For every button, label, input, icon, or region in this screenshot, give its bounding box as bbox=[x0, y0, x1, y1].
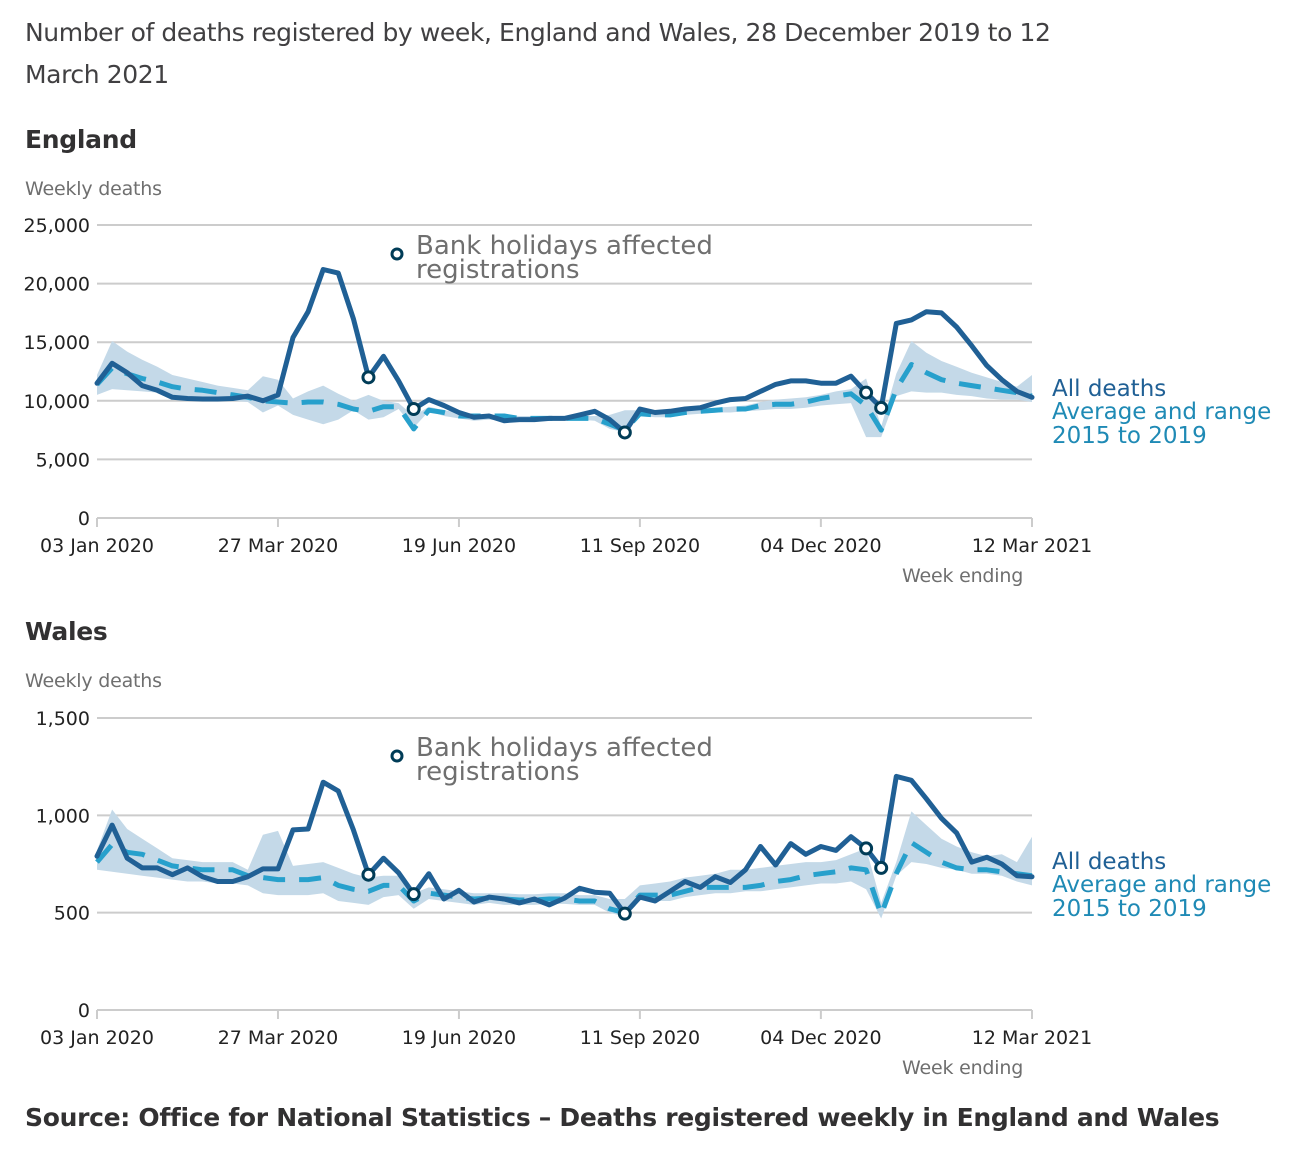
annotation-text-line2: registrations bbox=[416, 757, 580, 787]
x-tick-label: 11 Sep 2020 bbox=[580, 1027, 700, 1049]
y-tick-label: 1,500 bbox=[36, 708, 90, 730]
bank-holiday-marker bbox=[361, 370, 376, 385]
legend-average-range-line2: 2015 to 2019 bbox=[1052, 423, 1207, 449]
annotation-marker-icon bbox=[390, 749, 404, 763]
x-tick-label: 19 Jun 2020 bbox=[402, 535, 516, 557]
y-tick-label: 500 bbox=[54, 903, 90, 925]
wales-chart: 0 500 1,000 1,500 03 Jan 2020 27 Mar 2020 19 J… bbox=[36, 708, 1272, 1049]
x-tick-label: 12 Mar 2021 bbox=[972, 1027, 1092, 1049]
x-tick-label: 27 Mar 2020 bbox=[218, 535, 338, 557]
source-note: Source: Office for National Statistics –… bbox=[25, 1103, 1220, 1132]
england-y-axis-label: Weekly deaths bbox=[25, 178, 162, 200]
legend-all-deaths: All deaths bbox=[1052, 849, 1166, 875]
range-band-2015-2019 bbox=[97, 809, 1032, 919]
legend-average-range-line1: Average and range bbox=[1052, 872, 1271, 898]
y-tick-label: 5,000 bbox=[36, 449, 90, 471]
y-tick-label: 25,000 bbox=[24, 215, 90, 237]
x-tick-label: 12 Mar 2021 bbox=[972, 535, 1092, 557]
all-deaths-line bbox=[94, 267, 1035, 435]
chart-title: Number of deaths registered by week, Eng… bbox=[25, 18, 1051, 89]
bank-holiday-marker bbox=[874, 860, 889, 875]
annotation-marker-icon bbox=[390, 247, 404, 261]
england-panel-title: England bbox=[25, 125, 137, 154]
annotation-text-line2: registrations bbox=[416, 255, 580, 285]
x-tick-label: 03 Jan 2020 bbox=[40, 1027, 154, 1049]
x-tick-label: 04 Dec 2020 bbox=[760, 1027, 881, 1049]
x-tick-label: 27 Mar 2020 bbox=[218, 1027, 338, 1049]
y-tick-label: 20,000 bbox=[24, 274, 90, 296]
bank-holiday-marker bbox=[406, 402, 421, 417]
y-tick-label: 15,000 bbox=[24, 332, 90, 354]
y-tick-label: 10,000 bbox=[24, 391, 90, 413]
wales-x-axis-label: Week ending bbox=[902, 1057, 1024, 1079]
england-chart: 0 5,000 10,000 15,000 20,000 25,000 03 Jan 202… bbox=[24, 215, 1272, 557]
annotation-text-line1: Bank holidays affected bbox=[416, 733, 713, 763]
bank-holiday-marker bbox=[361, 867, 376, 882]
x-tick-label: 03 Jan 2020 bbox=[40, 535, 154, 557]
y-tick-label: 1,000 bbox=[36, 805, 90, 827]
x-tick-label: 11 Sep 2020 bbox=[580, 535, 700, 557]
average-line-2015-2019 bbox=[95, 362, 1033, 433]
annotation-text-line1: Bank holidays affected bbox=[416, 231, 713, 261]
y-tick-label: 0 bbox=[78, 1000, 90, 1022]
bank-holiday-marker bbox=[617, 906, 632, 921]
y-tick-label: 0 bbox=[78, 508, 90, 530]
bank-holiday-marker bbox=[874, 400, 889, 415]
x-tick-label: 04 Dec 2020 bbox=[760, 535, 881, 557]
bank-holiday-marker bbox=[859, 841, 874, 856]
legend-average-range-line1: Average and range bbox=[1052, 399, 1271, 425]
legend-all-deaths: All deaths bbox=[1052, 376, 1166, 402]
average-line-2015-2019 bbox=[95, 840, 1033, 918]
wales-y-axis-label: Weekly deaths bbox=[25, 670, 162, 692]
legend-average-range-line2: 2015 to 2019 bbox=[1052, 896, 1207, 922]
bank-holiday-marker bbox=[617, 425, 632, 440]
bank-holiday-marker bbox=[406, 887, 421, 902]
range-band-2015-2019 bbox=[97, 341, 1032, 438]
england-x-axis-label: Week ending bbox=[902, 565, 1024, 587]
all-deaths-line bbox=[94, 773, 1035, 917]
wales-panel-title: Wales bbox=[25, 617, 108, 646]
x-tick-label: 19 Jun 2020 bbox=[402, 1027, 516, 1049]
bank-holiday-marker bbox=[859, 385, 874, 400]
